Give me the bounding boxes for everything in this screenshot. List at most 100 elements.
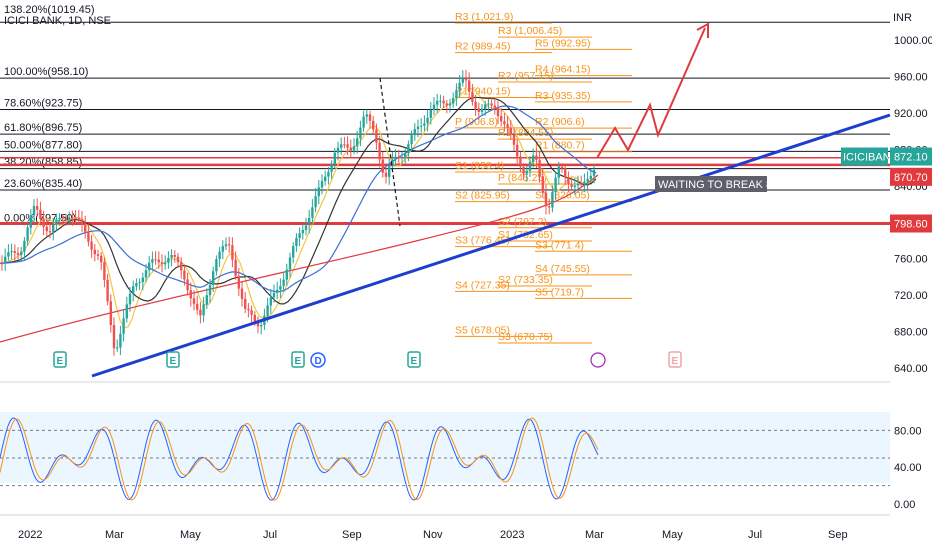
candle-body: [320, 181, 324, 188]
candle-body: [55, 219, 58, 225]
candle-body: [266, 305, 269, 316]
candle-body: [282, 279, 285, 287]
candle-body: [439, 100, 442, 102]
candle-body: [141, 277, 144, 283]
trendline: [91, 113, 891, 378]
candle-body: [330, 163, 333, 172]
candle-body: [573, 185, 576, 187]
pivot-label: R4 (964.15): [535, 64, 590, 76]
candle-body: [356, 138, 359, 147]
pivot-levels: R3 (1,021.9) R3 (1,006.45) R2 (989.45) R5 (…: [455, 11, 632, 344]
candle-body: [244, 298, 247, 309]
candle-body: [487, 103, 490, 105]
pivot-label: S2 (733.35): [498, 274, 553, 286]
candle-body: [212, 271, 215, 285]
candle-body: [423, 123, 426, 126]
price-tick: 920.00: [894, 108, 928, 120]
note-text: WAITING TO BREAK 872: [658, 179, 784, 191]
candle-body: [519, 156, 522, 167]
pivot-label: P (845.25): [498, 172, 547, 184]
candle-body: [256, 321, 260, 327]
pivot-label: S1 (826.05): [535, 189, 590, 201]
candle-body: [407, 144, 410, 154]
time-tick: 2023: [500, 529, 524, 541]
candle-body: [343, 144, 346, 146]
candle-body: [359, 127, 362, 139]
candle-body: [116, 347, 119, 349]
candle-body: [394, 156, 397, 160]
candle-body: [180, 262, 183, 271]
candle-body: [192, 298, 196, 304]
price-axis[interactable]: 1000.00960.00920.00880.00840.00800.00760…: [894, 35, 932, 511]
candle-body: [480, 108, 484, 112]
candle-body: [122, 318, 125, 334]
candle-body: [90, 241, 93, 250]
fib-label: 61.80%(896.75): [4, 122, 82, 134]
candle-body: [32, 206, 36, 216]
time-tick: Mar: [105, 529, 124, 541]
candle-body: [4, 256, 7, 264]
fib-label: 50.00%(877.80): [4, 139, 82, 151]
candle-body: [16, 252, 20, 255]
pivot-label: R3 (1,006.45): [498, 25, 562, 37]
candle-body: [48, 231, 52, 233]
candle-body: [215, 259, 218, 272]
candle-body: [87, 231, 90, 242]
candle-body: [189, 290, 192, 299]
candle-body: [448, 103, 452, 106]
candle-body: [29, 215, 32, 228]
candle-body: [538, 159, 541, 177]
event-label: E: [672, 356, 679, 367]
candle-body: [100, 255, 103, 263]
price-tag-value: 870.70: [894, 172, 928, 184]
candle-body: [333, 152, 336, 164]
candle-body: [429, 110, 432, 118]
osc-tick: 0.00: [894, 499, 915, 511]
candle-body: [292, 246, 295, 258]
candle-body: [442, 100, 445, 104]
candle-body: [535, 155, 538, 160]
time-tick: Jul: [263, 529, 277, 541]
time-tick: May: [662, 529, 683, 541]
candle-body: [455, 90, 458, 99]
candle-body: [512, 134, 516, 145]
fib-label: 78.60%(923.75): [4, 97, 82, 109]
candle-body: [135, 283, 138, 287]
candle-body: [410, 135, 413, 145]
candle-body: [496, 107, 500, 117]
price-tick: 720.00: [894, 290, 928, 302]
ma-long: [0, 174, 599, 343]
candle-body: [224, 244, 228, 247]
candle-body: [528, 162, 532, 171]
candle-body: [199, 309, 202, 316]
fib-label: 100.00%(958.10): [4, 66, 88, 78]
candle-body: [452, 98, 455, 104]
pivot-label: S2 (797.2): [498, 216, 547, 228]
candle-body: [186, 279, 189, 291]
candle-body: [93, 249, 96, 255]
candle-body: [317, 187, 320, 197]
candle-body: [564, 168, 567, 178]
candle-body: [164, 262, 167, 265]
time-axis[interactable]: 2022 Mar May Jul Sep Nov 2023 Mar May Jul Sep: [0, 514, 890, 541]
candle-body: [445, 103, 448, 106]
candle-body: [295, 237, 298, 247]
candle-body: [138, 282, 141, 284]
candle-body: [61, 217, 64, 219]
stoch-d-line: [0, 417, 599, 501]
pivot-label: S4 (745.55): [535, 263, 590, 275]
price-tag: [890, 147, 932, 166]
time-tick: Jul: [748, 529, 762, 541]
candle-body: [276, 289, 279, 293]
pivot-label: S5 (678.05): [455, 324, 510, 336]
candle-body: [80, 219, 84, 224]
candle-body: [36, 206, 39, 210]
candle-body: [64, 218, 68, 220]
candle-body: [160, 262, 164, 265]
candle-body: [298, 233, 301, 238]
earnings-icon: [668, 351, 682, 368]
candle-body: [391, 159, 394, 167]
oscillator-band: [0, 412, 890, 483]
